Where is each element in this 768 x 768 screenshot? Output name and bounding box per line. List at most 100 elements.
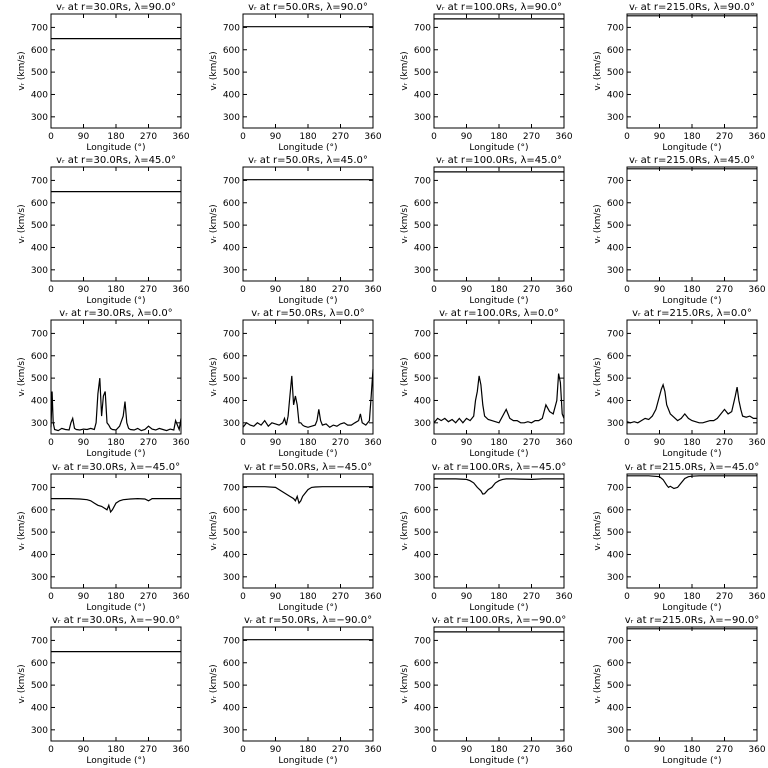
y-tick-label: 500: [607, 221, 624, 231]
x-tick-label: 180: [299, 745, 316, 755]
y-tick-label: 300: [414, 726, 431, 736]
y-tick-label: 400: [607, 703, 624, 713]
y-axis-label: vᵣ (km/s): [209, 51, 219, 90]
x-axis-label: Longitude (°): [86, 756, 145, 766]
x-tick-label: 360: [172, 745, 189, 755]
y-tick-label: 400: [31, 550, 48, 560]
x-tick-label: 0: [48, 285, 54, 295]
y-tick-label: 500: [31, 528, 48, 538]
y-tick-label: 500: [31, 221, 48, 231]
x-tick-label: 90: [270, 132, 282, 142]
y-tick-label: 300: [223, 419, 240, 429]
y-tick-label: 400: [31, 90, 48, 100]
y-tick-label: 300: [607, 113, 624, 123]
panel-title: vᵣ at r=50.0Rs, λ=0.0°: [251, 308, 364, 319]
x-tick-label: 270: [332, 745, 349, 755]
y-tick-label: 500: [223, 68, 240, 78]
x-axis-label: Longitude (°): [469, 143, 528, 153]
y-tick-label: 700: [223, 483, 240, 493]
y-axis-label: vᵣ (km/s): [400, 357, 410, 396]
y-tick-label: 600: [31, 352, 48, 362]
y-axis-label: vᵣ (km/s): [17, 357, 27, 396]
x-tick-label: 270: [716, 132, 733, 142]
plot-frame: [242, 166, 374, 282]
y-tick-label: 700: [414, 329, 431, 339]
x-tick-label: 0: [48, 745, 54, 755]
panel-title: vᵣ at r=50.0Rs, λ=45.0°: [248, 155, 368, 166]
x-tick-label: 360: [748, 592, 765, 602]
y-axis-label: vᵣ (km/s): [17, 664, 27, 703]
y-tick-label: 600: [223, 506, 240, 516]
x-tick-label: 0: [431, 745, 437, 755]
x-tick-label: 180: [490, 592, 507, 602]
y-axis-label: vᵣ (km/s): [593, 204, 603, 243]
y-tick-label: 500: [607, 528, 624, 538]
panel-title: vᵣ at r=30.0Rs, λ=0.0°: [59, 308, 172, 319]
x-axis-label: Longitude (°): [469, 603, 528, 613]
panel-title: vᵣ at r=215.0Rs, λ=90.0°: [629, 2, 755, 13]
x-tick-label: 360: [364, 592, 381, 602]
series-line: [434, 478, 564, 495]
x-axis-label: Longitude (°): [86, 143, 145, 153]
y-tick-label: 600: [414, 46, 431, 56]
y-tick-label: 400: [223, 703, 240, 713]
x-tick-label: 270: [332, 592, 349, 602]
plot-frame: [433, 319, 565, 435]
x-tick-label: 270: [332, 132, 349, 142]
panel-title: vᵣ at r=100.0Rs, λ=−45.0°: [432, 462, 567, 473]
x-tick-label: 180: [299, 132, 316, 142]
x-tick-label: 180: [107, 745, 124, 755]
x-tick-label: 360: [364, 132, 381, 142]
plot-frame: [433, 13, 565, 129]
x-tick-label: 0: [48, 132, 54, 142]
x-tick-label: 0: [240, 745, 246, 755]
x-tick-label: 0: [48, 592, 54, 602]
y-tick-label: 300: [31, 573, 48, 583]
y-tick-label: 500: [414, 681, 431, 691]
y-tick-label: 300: [414, 266, 431, 276]
panel-3-3: vᵣ at r=100.0Rs, λ=0.0° 0 90 180 270 360 300 40…: [400, 308, 573, 459]
y-tick-label: 700: [607, 636, 624, 646]
panel-5-1: vᵣ at r=30.0Rs, λ=−90.0° 0 90 180 270 360 300 4…: [17, 615, 190, 766]
y-tick-label: 500: [607, 681, 624, 691]
panel-5-3: vᵣ at r=100.0Rs, λ=−90.0° 0 90 180 270 360 300…: [400, 615, 573, 766]
y-tick-label: 400: [414, 396, 431, 406]
y-tick-label: 500: [414, 374, 431, 384]
x-tick-label: 360: [748, 132, 765, 142]
y-tick-label: 700: [414, 636, 431, 646]
y-tick-label: 600: [31, 199, 48, 209]
x-tick-label: 90: [461, 592, 473, 602]
x-tick-label: 0: [624, 285, 630, 295]
y-tick-label: 400: [414, 90, 431, 100]
panel-title: vᵣ at r=215.0Rs, λ=45.0°: [629, 155, 755, 166]
panel-title: vᵣ at r=30.0Rs, λ=−90.0°: [52, 615, 180, 626]
y-axis-label: vᵣ (km/s): [209, 204, 219, 243]
y-tick-label: 700: [607, 483, 624, 493]
x-tick-label: 270: [332, 285, 349, 295]
y-tick-label: 400: [223, 396, 240, 406]
y-tick-label: 700: [414, 23, 431, 33]
x-tick-label: 180: [299, 285, 316, 295]
panel-3-2: vᵣ at r=50.0Rs, λ=0.0° 0 90 180 270 360 300 400…: [209, 308, 382, 459]
x-tick-label: 270: [140, 132, 157, 142]
y-tick-label: 600: [31, 506, 48, 516]
y-tick-label: 400: [607, 550, 624, 560]
x-axis-label: Longitude (°): [469, 756, 528, 766]
x-tick-label: 270: [523, 438, 540, 448]
y-tick-label: 400: [414, 550, 431, 560]
y-tick-label: 400: [607, 243, 624, 253]
x-tick-label: 270: [716, 592, 733, 602]
y-tick-label: 400: [31, 703, 48, 713]
x-axis-label: Longitude (°): [86, 449, 145, 459]
x-tick-label: 270: [523, 592, 540, 602]
plot-frame: [242, 319, 374, 435]
panel-1-4: vᵣ at r=215.0Rs, λ=90.0° 0 90 180 270 360 300 4…: [593, 2, 766, 153]
y-axis-label: vᵣ (km/s): [209, 664, 219, 703]
panel-title: vᵣ at r=100.0Rs, λ=90.0°: [436, 2, 562, 13]
x-tick-label: 0: [48, 438, 54, 448]
y-tick-label: 700: [414, 483, 431, 493]
y-tick-label: 500: [414, 68, 431, 78]
x-tick-label: 270: [523, 745, 540, 755]
x-tick-label: 270: [523, 132, 540, 142]
